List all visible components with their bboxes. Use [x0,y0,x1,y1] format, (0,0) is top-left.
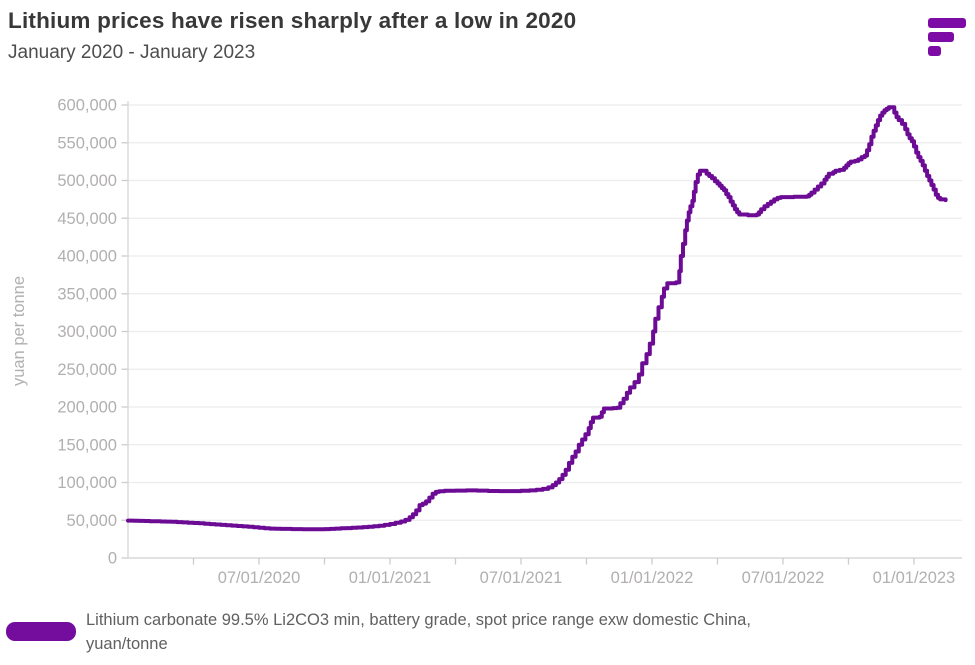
x-tick-label: 01/01/2022 [611,569,694,587]
page-title: Lithium prices have risen sharply after … [8,8,577,33]
y-tick-label: 150,000 [57,436,117,454]
y-tick-label: 100,000 [57,474,117,492]
x-tick-label: 07/01/2021 [480,569,563,587]
y-tick-label: 200,000 [57,399,117,417]
y-tick-label: 500,000 [57,172,117,190]
lithium-price-line-chart: 0 50,000 100,000 150,000 200,000 250,000 300,0… [10,97,962,587]
legend-swatch [6,622,76,641]
fastmarkets-bars-logo [928,18,968,60]
x-tick-label: 07/01/2022 [742,569,825,587]
legend-label-line2: yuan/tonne [86,635,168,653]
y-tick-label: 350,000 [57,285,117,303]
y-tick-label: 450,000 [57,210,117,228]
y-tick-label: 250,000 [57,361,117,379]
x-tick-label: 01/01/2021 [349,569,432,587]
legend: Lithium carbonate 99.5% Li2CO3 min, batt… [6,608,956,656]
y-tick-label: 0 [108,550,117,568]
logo-bar-bottom [928,46,941,56]
logo-bar-middle [928,32,954,42]
y-axis-title: yuan per tonne [10,276,28,386]
y-tick-label: 50,000 [67,512,117,530]
y-tick-label: 600,000 [57,97,117,115]
y-tick-label: 400,000 [57,248,117,266]
legend-label: Lithium carbonate 99.5% Li2CO3 min, batt… [86,608,751,656]
price-series-line [126,105,948,532]
x-tick-label: 01/01/2023 [873,569,956,587]
logo-bar-top [928,18,966,28]
x-tick-label: 07/01/2020 [218,569,301,587]
y-tick-label: 300,000 [57,323,117,341]
legend-label-line1: Lithium carbonate 99.5% Li2CO3 min, batt… [86,611,751,629]
page-subtitle: January 2020 - January 2023 [8,42,256,63]
y-tick-label: 550,000 [57,134,117,152]
